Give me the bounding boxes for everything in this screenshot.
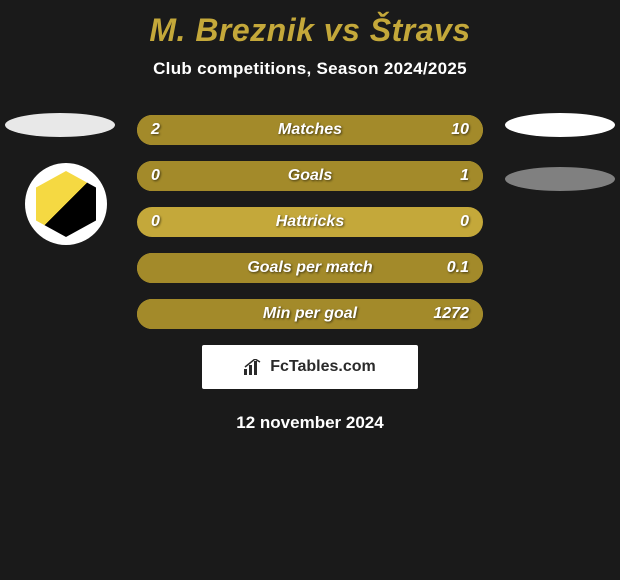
stat-row-min-per-goal: Min per goal 1272 [137,299,483,329]
stat-value-right: 0 [460,213,469,231]
date-line: 12 november 2024 [0,413,620,433]
stat-row-goals-per-match: Goals per match 0.1 [137,253,483,283]
stat-label: Hattricks [137,213,483,231]
watermark-text: FcTables.com [270,358,376,376]
chart-icon [244,359,264,375]
player-pill-right-1 [505,113,615,137]
club-badge-left [25,163,107,245]
stat-label: Matches [137,121,483,139]
stat-row-goals: 0 Goals 1 [137,161,483,191]
watermark: FcTables.com [202,345,418,389]
player-pill-left-1 [5,113,115,137]
stat-row-matches: 2 Matches 10 [137,115,483,145]
comparison-subtitle: Club competitions, Season 2024/2025 [0,59,620,79]
stat-value-right: 1272 [433,305,469,323]
stat-value-right: 10 [451,121,469,139]
player-pill-right-2 [505,167,615,191]
stat-row-hattricks: 0 Hattricks 0 [137,207,483,237]
stat-value-right: 0.1 [447,259,469,277]
club-crest-icon [36,171,96,237]
stat-label: Goals [137,167,483,185]
stat-value-right: 1 [460,167,469,185]
stat-label: Min per goal [137,305,483,323]
comparison-title: M. Breznik vs Štravs [0,12,620,49]
stat-label: Goals per match [137,259,483,277]
stats-container: 2 Matches 10 0 Goals 1 0 Hattricks 0 Goa… [137,115,483,329]
